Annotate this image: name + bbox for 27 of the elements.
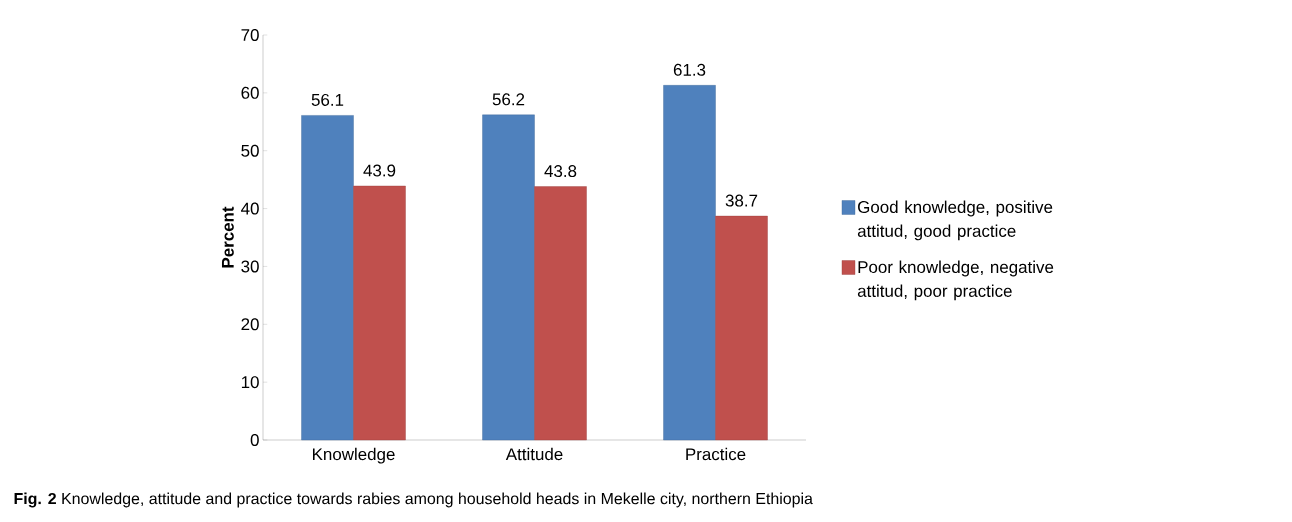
data-label: 43.8 xyxy=(544,165,577,178)
y-tick-label: 40 xyxy=(241,202,259,215)
text: Fig. 2 Knowledge, attitude and practice towards rabies among household heads in Mekelle city, northern Ethiopia xyxy=(14,492,813,508)
legend-label: Good knowledge, positive attitud, good practice xyxy=(857,200,1053,241)
bar xyxy=(482,114,535,441)
x-tick-label: Knowledge xyxy=(312,447,395,464)
legend-label: Poor knowledge, negative attitud, poor practice xyxy=(857,260,1054,301)
y-tick-label: 70 xyxy=(241,29,259,41)
data-label: 61.3 xyxy=(673,63,706,76)
data-label: 38.7 xyxy=(725,194,758,207)
bar xyxy=(534,186,587,441)
y-axis-title: Percent xyxy=(221,206,234,268)
y-tick-label: 0 xyxy=(250,434,259,446)
y-tick-label: 50 xyxy=(241,144,259,157)
data-label: 43.9 xyxy=(363,164,396,177)
y-tick-label: 10 xyxy=(241,376,259,389)
x-tick-label: Attitude xyxy=(505,447,563,461)
bar xyxy=(715,215,768,441)
y-tick-label: 20 xyxy=(241,318,259,331)
x-tick-label: Practice xyxy=(686,447,746,461)
bar xyxy=(353,185,406,441)
bar xyxy=(301,115,354,441)
bar xyxy=(663,85,716,441)
y-tick-label: 60 xyxy=(241,86,259,99)
data-label: 56.2 xyxy=(492,93,525,106)
y-tick-label: 30 xyxy=(241,260,259,273)
data-label: 56.1 xyxy=(311,93,344,106)
